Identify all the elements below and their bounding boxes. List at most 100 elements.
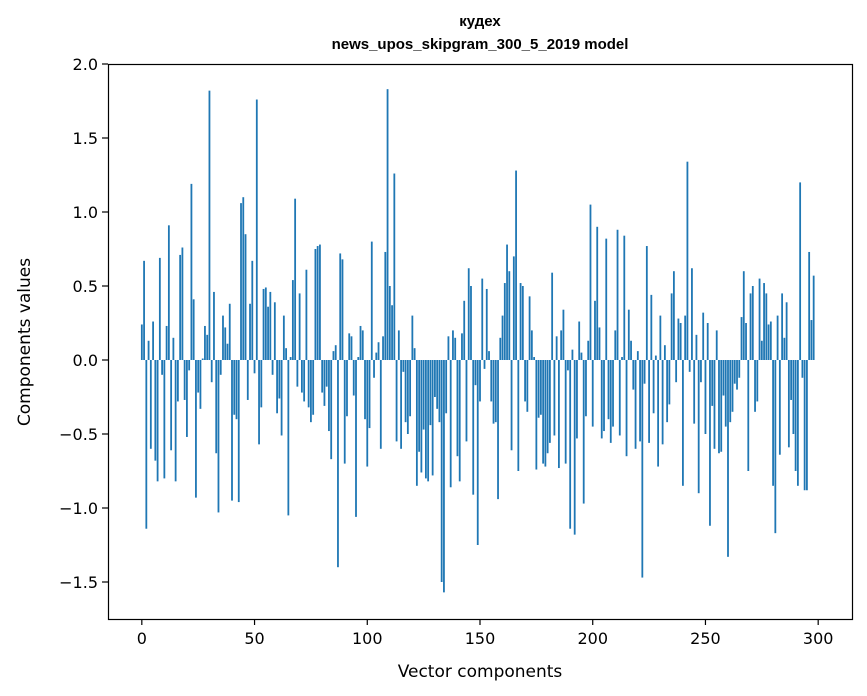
bar-262 <box>731 360 734 412</box>
bar-62 <box>280 360 283 436</box>
bar-134 <box>443 360 445 593</box>
bar-103 <box>373 360 375 378</box>
bar-series <box>140 89 815 593</box>
bar-202 <box>596 226 599 360</box>
bar-241 <box>684 315 687 360</box>
bar-175 <box>535 360 538 470</box>
x-tick-label: 250 <box>690 629 721 648</box>
bar-99 <box>364 360 366 420</box>
bar-257 <box>720 360 723 452</box>
bar-27 <box>201 358 204 360</box>
bar-61 <box>278 360 281 399</box>
bar-264 <box>736 360 738 390</box>
bar-163 <box>508 271 511 360</box>
bar-78 <box>316 246 319 360</box>
bar-18 <box>181 247 184 360</box>
bar-179 <box>544 360 547 467</box>
bar-166 <box>515 170 517 360</box>
x-tick-label: 200 <box>577 629 608 648</box>
bar-76 <box>312 360 315 415</box>
bar-275 <box>760 340 763 360</box>
bar-57 <box>269 291 272 360</box>
bar-187 <box>562 309 565 360</box>
bar-155 <box>490 360 493 402</box>
bar-288 <box>790 360 793 400</box>
bar-109 <box>386 89 389 360</box>
bar-252 <box>709 360 711 526</box>
bar-148 <box>474 360 477 386</box>
bar-174 <box>533 357 536 360</box>
bar-3 <box>147 340 150 360</box>
bar-30 <box>208 90 211 360</box>
bar-297 <box>810 320 813 360</box>
bar-161 <box>503 283 506 360</box>
bar-250 <box>704 360 707 434</box>
bar-158 <box>497 360 499 500</box>
bar-261 <box>729 360 732 423</box>
bar-139 <box>454 337 457 360</box>
bar-96 <box>357 357 360 360</box>
bar-115 <box>400 360 402 449</box>
bar-243 <box>688 360 691 372</box>
bar-146 <box>470 286 472 360</box>
bar-246 <box>695 334 698 360</box>
bar-1 <box>143 260 145 360</box>
bar-95 <box>355 360 357 517</box>
bar-232 <box>663 345 666 360</box>
bar-117 <box>404 360 407 423</box>
chart-subtitle: news_upos_skipgram_300_5_2019 model <box>332 36 629 53</box>
bar-296 <box>808 251 811 360</box>
bar-159 <box>499 337 502 360</box>
bar-218 <box>632 360 635 390</box>
bar-123 <box>418 360 421 452</box>
bar-285 <box>783 337 786 360</box>
bar-83 <box>328 360 330 432</box>
bar-92 <box>348 333 351 360</box>
bar-266 <box>740 317 743 360</box>
bar-51 <box>255 99 258 361</box>
bar-64 <box>285 348 288 360</box>
bar-91 <box>346 360 348 417</box>
bar-242 <box>686 161 689 360</box>
bar-186 <box>560 330 563 360</box>
bar-36 <box>222 315 224 360</box>
bar-212 <box>618 360 621 436</box>
bar-59 <box>273 302 276 360</box>
bar-82 <box>325 360 328 387</box>
bar-263 <box>733 360 736 384</box>
bar-145 <box>467 268 470 360</box>
bar-247 <box>697 360 700 494</box>
bar-75 <box>310 360 312 423</box>
bar-133 <box>440 360 443 582</box>
bar-279 <box>769 321 772 360</box>
bar-220 <box>636 351 639 360</box>
bar-222 <box>641 360 644 578</box>
bar-216 <box>627 309 630 360</box>
bar-253 <box>711 360 714 406</box>
bar-144 <box>465 360 468 442</box>
bar-41 <box>233 360 236 415</box>
bar-287 <box>787 360 790 448</box>
bar-200 <box>591 360 594 427</box>
x-tick-label: 0 <box>137 629 147 648</box>
bar-283 <box>778 360 781 455</box>
bar-24 <box>195 360 197 498</box>
bar-22 <box>190 183 193 360</box>
bar-7 <box>156 360 159 482</box>
bar-221 <box>639 360 641 442</box>
bar-215 <box>625 360 628 457</box>
bar-177 <box>539 360 542 415</box>
bar-129 <box>431 360 434 476</box>
bar-293 <box>801 360 804 378</box>
x-tick-label: 100 <box>352 629 383 648</box>
bar-276 <box>763 283 765 360</box>
bar-176 <box>537 360 540 418</box>
bar-80 <box>321 360 324 393</box>
bar-199 <box>589 204 592 360</box>
x-tick-label: 150 <box>465 629 496 648</box>
bar-150 <box>479 360 481 402</box>
bar-35 <box>219 360 222 375</box>
bar-180 <box>546 360 549 454</box>
bar-295 <box>806 360 808 491</box>
bar-205 <box>603 360 605 432</box>
